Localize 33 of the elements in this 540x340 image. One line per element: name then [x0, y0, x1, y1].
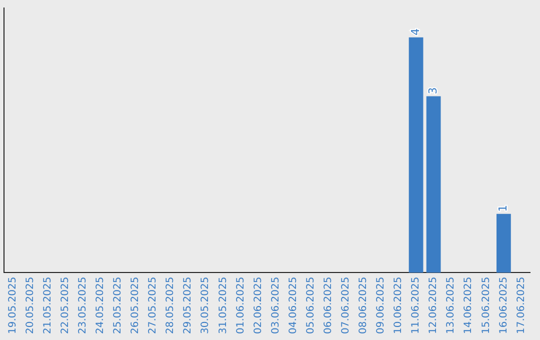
x-tick-label: 01.06.2025 [235, 276, 246, 334]
x-tick-label: 04.06.2025 [288, 276, 299, 334]
x-tick-label: 09.06.2025 [376, 276, 387, 334]
x-tick-label: 23.05.2025 [77, 276, 88, 334]
x-tick-label: 22.05.2025 [60, 276, 71, 334]
x-tick-label: 24.05.2025 [95, 276, 106, 334]
x-tick-label: 30.05.2025 [200, 276, 212, 334]
x-tick-label: 03.06.2025 [270, 276, 282, 334]
x-tick-label: 14.06.2025 [463, 276, 474, 334]
x-tick-label: 27.05.2025 [148, 276, 159, 334]
x-tick-label: 11.06.2025 [410, 276, 422, 334]
x-tick-label: 29.05.2025 [182, 276, 194, 334]
x-tick-label: 02.06.2025 [252, 276, 264, 334]
data-label: 1 [496, 204, 510, 212]
x-tick-label: 28.05.2025 [165, 276, 176, 334]
x-tick-label: 17.06.2025 [516, 276, 527, 334]
x-tick-label: 26.05.2025 [130, 276, 142, 334]
x-tick-label: 16.06.2025 [498, 276, 510, 334]
x-tick-label: 19.05.2025 [7, 276, 18, 334]
x-tick-label: 20.05.2025 [24, 276, 36, 334]
x-tick-label: 06.06.2025 [322, 276, 334, 334]
data-label: 4 [408, 28, 422, 36]
x-tick-label: 13.06.2025 [446, 276, 457, 334]
x-tick-label: 25.05.2025 [112, 276, 124, 334]
x-tick-label: 31.05.2025 [218, 276, 229, 334]
x-tick-label: 15.06.2025 [480, 276, 492, 334]
data-label: 3 [426, 87, 440, 94]
x-tick-label: 10.06.2025 [393, 276, 404, 334]
x-tick-label: 08.06.2025 [358, 276, 370, 334]
x-tick-label: 07.06.2025 [340, 276, 352, 334]
x-tick-label: 21.05.2025 [42, 276, 54, 334]
x-tick-label: 05.06.2025 [305, 276, 316, 334]
x-tick-label: 12.06.2025 [428, 276, 440, 334]
